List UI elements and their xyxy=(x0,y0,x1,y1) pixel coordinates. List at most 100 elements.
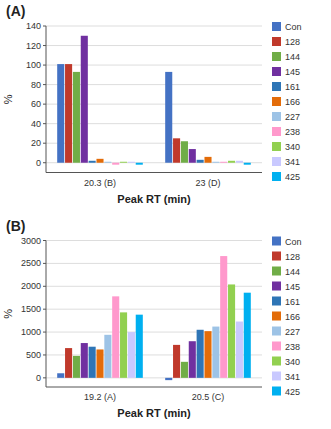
legend-swatch xyxy=(272,82,281,91)
bar xyxy=(165,72,172,163)
chart-panel: (A)020406080100120140%20.3 (B)23 (D)Peak… xyxy=(2,3,302,205)
legend-label: Con xyxy=(285,237,302,247)
bar xyxy=(236,161,243,163)
legend-label: 227 xyxy=(285,327,300,337)
y-tick-label: 1000 xyxy=(21,327,41,337)
legend-label: 144 xyxy=(285,267,300,277)
bar xyxy=(128,332,135,378)
grid-line xyxy=(46,45,262,46)
legend-swatch xyxy=(272,172,281,181)
legend-swatch xyxy=(272,142,281,151)
bar xyxy=(236,322,243,378)
chart-panel: (B)050010001500200025003000%19.2 (A)20.5… xyxy=(2,218,302,420)
legend-swatch xyxy=(272,327,281,336)
y-tick-label: 40 xyxy=(31,119,41,129)
legend-swatch xyxy=(272,312,281,321)
bar xyxy=(104,335,111,378)
bar xyxy=(165,378,172,380)
grid-line xyxy=(46,263,262,264)
legend-label: 161 xyxy=(285,82,300,92)
x-tick-label: 23 (D) xyxy=(195,178,220,188)
bar xyxy=(189,149,196,163)
x-axis-line xyxy=(46,172,262,173)
bars xyxy=(57,36,251,165)
bar xyxy=(128,161,135,163)
bar xyxy=(197,330,204,378)
bar xyxy=(173,345,180,378)
legend-label: 340 xyxy=(285,142,300,152)
bar xyxy=(212,327,219,378)
legend: Con128144145161166227238340341425 xyxy=(272,22,302,182)
legend: Con128144145161166227238340341425 xyxy=(272,237,302,397)
bar xyxy=(73,72,80,163)
legend-swatch xyxy=(272,372,281,381)
legend-label: Con xyxy=(285,22,302,32)
grid-line xyxy=(46,240,262,241)
legend-swatch xyxy=(272,357,281,366)
bar xyxy=(73,356,80,378)
x-axis-label: Peak RT (min) xyxy=(117,193,191,205)
y-axis-label: % xyxy=(2,309,14,319)
x-tick-label: 19.2 (A) xyxy=(84,392,116,402)
legend-swatch xyxy=(272,22,281,31)
y-tick-label: 2000 xyxy=(21,281,41,291)
y-tick-label: 100 xyxy=(26,60,41,70)
legend-label: 166 xyxy=(285,312,300,322)
legend-swatch xyxy=(272,282,281,291)
x-axis-line xyxy=(46,387,262,388)
legend-label: 425 xyxy=(285,172,300,182)
legend-label: 166 xyxy=(285,97,300,107)
bar xyxy=(220,256,227,378)
chart-title: (A) xyxy=(6,3,25,19)
chart-title: (B) xyxy=(6,218,25,234)
bar xyxy=(81,343,88,378)
x-axis-label: Peak RT (min) xyxy=(117,407,191,419)
bars xyxy=(57,256,251,380)
legend-label: 161 xyxy=(285,297,300,307)
bar xyxy=(112,163,119,165)
legend-label: 238 xyxy=(285,342,300,352)
bar xyxy=(120,312,127,377)
bar xyxy=(89,347,96,378)
bar xyxy=(197,160,204,163)
legend-swatch xyxy=(272,387,281,396)
bar xyxy=(120,161,127,163)
legend-swatch xyxy=(272,157,281,166)
y-tick-label: 2500 xyxy=(21,258,41,268)
bar xyxy=(244,163,251,165)
legend-swatch xyxy=(272,297,281,306)
y-tick-label: 0 xyxy=(36,373,41,383)
bar xyxy=(181,362,188,378)
bar xyxy=(96,159,103,163)
bar xyxy=(57,373,64,378)
bar xyxy=(104,161,111,163)
bar xyxy=(173,138,180,162)
y-tick-label: 3000 xyxy=(21,236,41,246)
legend-swatch xyxy=(272,112,281,121)
bar xyxy=(136,315,143,378)
grid-line xyxy=(46,65,262,66)
bar xyxy=(65,64,72,163)
y-tick-label: 500 xyxy=(26,350,41,360)
x-tick-label: 20.5 (C) xyxy=(192,392,225,402)
legend-swatch xyxy=(272,252,281,261)
legend-label: 227 xyxy=(285,112,300,122)
legend-label: 144 xyxy=(285,52,300,62)
y-axis-line xyxy=(46,26,47,173)
y-tick-label: 140 xyxy=(26,21,41,31)
legend-swatch xyxy=(272,97,281,106)
y-tick-label: 60 xyxy=(31,99,41,109)
grid-line xyxy=(46,26,262,27)
legend-swatch xyxy=(272,67,281,76)
legend-label: 145 xyxy=(285,67,300,77)
x-tick-label: 20.3 (B) xyxy=(84,178,116,188)
y-tick-label: 0 xyxy=(36,158,41,168)
y-axis-label: % xyxy=(2,94,14,104)
bar xyxy=(112,296,119,377)
bar xyxy=(89,161,96,163)
bar xyxy=(189,341,196,378)
bar xyxy=(204,331,211,378)
legend-label: 341 xyxy=(285,157,300,167)
legend-label: 238 xyxy=(285,127,300,137)
bar xyxy=(81,36,88,163)
